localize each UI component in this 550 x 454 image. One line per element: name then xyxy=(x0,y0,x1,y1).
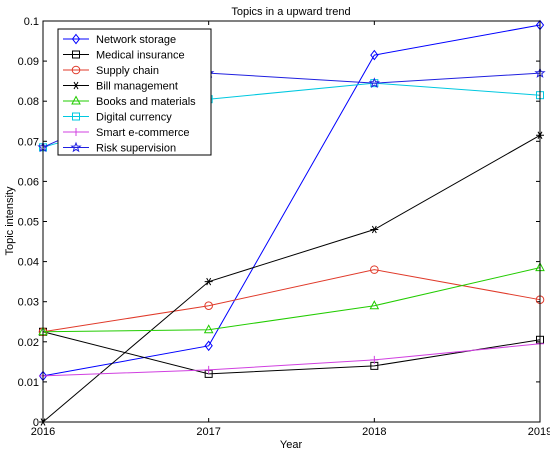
data-point xyxy=(368,77,380,88)
x-tick-label: 2019 xyxy=(528,426,550,438)
series-line xyxy=(42,343,541,377)
series-line xyxy=(42,134,541,423)
legend-entry: Network storage xyxy=(63,33,176,46)
y-tick-label: 0.08 xyxy=(18,96,39,108)
x-tick-label: 2017 xyxy=(196,426,220,438)
legend-marker xyxy=(72,112,80,121)
data-point xyxy=(370,49,379,61)
x-tick-label: 2016 xyxy=(31,426,55,438)
data-point xyxy=(204,365,213,374)
legend: Network storage Medical insurance Supply c… xyxy=(57,28,212,156)
y-tick-label: 0.09 xyxy=(18,56,39,68)
legend-entry: Books and materials xyxy=(63,95,196,108)
y-tick-label: 0.05 xyxy=(18,217,39,229)
data-point xyxy=(203,324,214,334)
series-layer xyxy=(37,19,546,426)
series-line xyxy=(42,331,541,375)
y-tick-label: 0.1 xyxy=(24,16,39,28)
legend-label: Supply chain xyxy=(96,65,159,77)
y-tick-label: 0.07 xyxy=(18,136,39,148)
legend-label: Bill management xyxy=(96,81,178,93)
legend-label: Network storage xyxy=(96,34,176,46)
y-tick-label: 0.06 xyxy=(18,176,39,188)
legend-label: Books and materials xyxy=(96,96,196,108)
legend-entry: Supply chain xyxy=(63,65,159,77)
legend-label: Risk supervision xyxy=(96,143,176,155)
legend-entry: Risk supervision xyxy=(63,141,176,155)
series-line xyxy=(42,24,541,377)
legend-entry: Bill management xyxy=(63,81,178,93)
legend-entry: Medical insurance xyxy=(63,50,185,62)
y-axis-title: Topic intensity xyxy=(4,186,16,256)
legend-marker xyxy=(72,128,80,136)
series-line xyxy=(42,267,541,333)
x-axis-ticks: 2016 2017 2018 2019 xyxy=(31,21,550,438)
legend-box xyxy=(57,28,212,156)
legend-marker xyxy=(72,81,80,90)
legend-label: Medical insurance xyxy=(96,50,185,62)
data-point xyxy=(204,340,213,352)
legend-marker xyxy=(72,50,80,59)
data-point xyxy=(370,265,379,274)
y-tick-label: 0.01 xyxy=(18,377,39,389)
legend-marker xyxy=(70,141,82,153)
data-point xyxy=(204,301,213,311)
plot-frame xyxy=(42,20,541,423)
series-line xyxy=(42,269,541,333)
legend-entry: Digital currency xyxy=(63,112,172,124)
y-tick-label: 0.02 xyxy=(18,337,39,349)
x-tick-label: 2018 xyxy=(362,426,386,438)
x-axis-title: Year xyxy=(280,439,303,451)
data-point xyxy=(204,277,213,286)
y-tick-label: 0.03 xyxy=(18,297,39,309)
legend-entry: Smart e-commerce xyxy=(63,127,190,139)
legend-label: Smart e-commerce xyxy=(96,127,190,139)
legend-marker xyxy=(71,33,81,45)
y-tick-label: 0 xyxy=(33,417,39,429)
chart-title: Topics in a upward trend xyxy=(231,6,350,18)
data-point xyxy=(370,225,379,234)
y-tick-label: 0.04 xyxy=(18,257,39,269)
data-point xyxy=(369,300,380,310)
legend-label: Digital currency xyxy=(96,112,172,124)
legend-marker xyxy=(71,95,81,105)
series-smart-e-commerce xyxy=(39,339,544,380)
legend-marker xyxy=(71,65,81,75)
data-point xyxy=(370,355,379,364)
y-axis-ticks: 0 0.01 0.02 0.03 0.04 0.05 0.06 0.07 0.08 0.09 0.1 xyxy=(18,16,540,429)
